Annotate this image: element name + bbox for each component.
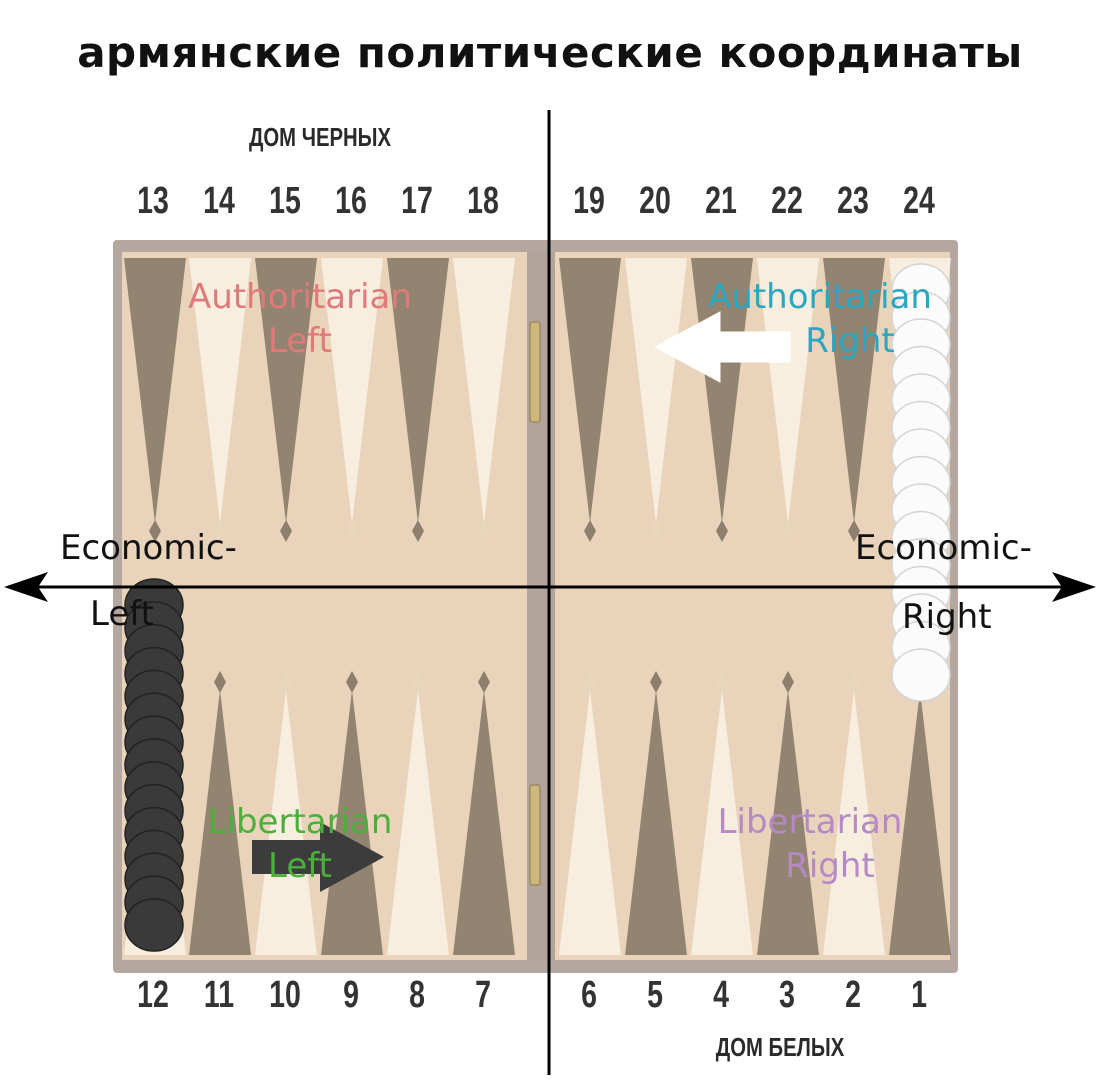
board-point bbox=[124, 258, 186, 523]
point-number: 3 bbox=[779, 974, 795, 1016]
board-point bbox=[387, 690, 449, 955]
quadrant-label-line: Right bbox=[785, 846, 875, 886]
board-point bbox=[691, 690, 753, 955]
black-checker bbox=[124, 898, 184, 952]
point-diamond bbox=[280, 520, 292, 542]
point-diamond bbox=[848, 671, 860, 693]
axis-arrow-right-icon bbox=[1052, 572, 1096, 602]
board-point bbox=[889, 690, 951, 955]
quadrant-label-line: Libertarian bbox=[717, 802, 903, 842]
quadrant-label-line: Authoritarian bbox=[708, 277, 932, 317]
hinge bbox=[529, 784, 541, 886]
quadrant-authoritarian-right: Authoritarian Right bbox=[660, 275, 980, 363]
point-number: 11 bbox=[203, 974, 235, 1016]
point-number: 18 bbox=[467, 180, 499, 222]
point-number: 8 bbox=[409, 974, 425, 1016]
house-black-label: ДОМ ЧЕРНЫХ bbox=[248, 122, 392, 152]
point-number: 14 bbox=[203, 180, 235, 222]
board-point bbox=[559, 690, 621, 955]
point-diamond bbox=[149, 520, 161, 542]
point-diamond bbox=[412, 671, 424, 693]
arrow-left-icon bbox=[653, 311, 791, 383]
hinge bbox=[529, 321, 541, 423]
point-number: 17 bbox=[401, 180, 433, 222]
quadrant-label-line: Libertarian bbox=[207, 802, 393, 842]
axis-label-right: Right bbox=[902, 597, 992, 637]
point-diamond bbox=[214, 520, 226, 542]
board-point bbox=[189, 690, 251, 955]
board-point bbox=[625, 690, 687, 955]
quadrant-label-line: Left bbox=[268, 846, 332, 886]
page-title: армянские политические координаты bbox=[77, 28, 1023, 77]
point-number: 1 bbox=[911, 974, 927, 1016]
point-number: 16 bbox=[335, 180, 367, 222]
checkers bbox=[124, 263, 951, 952]
arrow-right-icon bbox=[252, 822, 384, 892]
quadrant-libertarian-left: Libertarian Left bbox=[140, 800, 460, 888]
white-checker bbox=[891, 648, 951, 702]
board-point bbox=[189, 258, 251, 523]
point-number: 24 bbox=[903, 180, 935, 222]
board-point bbox=[823, 258, 885, 523]
point-diamond bbox=[346, 520, 358, 542]
point-diamond bbox=[478, 671, 490, 693]
point-number: 7 bbox=[475, 974, 491, 1016]
quadrant-authoritarian-left: Authoritarian Left bbox=[140, 275, 460, 363]
axis-label-economic-right: Economic- bbox=[855, 528, 1032, 568]
board-point bbox=[255, 690, 317, 955]
axis-label-left: Left bbox=[90, 594, 154, 634]
point-number: 19 bbox=[573, 180, 605, 222]
axis-label-economic-left: Economic- bbox=[60, 528, 237, 568]
quadrant-label-line: Authoritarian bbox=[188, 277, 412, 317]
quadrant-label-line: Right bbox=[805, 321, 895, 361]
board-right-half bbox=[555, 252, 950, 960]
point-number: 13 bbox=[137, 180, 169, 222]
point-diamond bbox=[716, 520, 728, 542]
point-number: 9 bbox=[343, 974, 359, 1016]
point-diamond bbox=[412, 520, 424, 542]
point-number: 12 bbox=[137, 974, 169, 1016]
point-diamond bbox=[584, 520, 596, 542]
point-number: 10 bbox=[269, 974, 301, 1016]
board-point bbox=[453, 690, 515, 955]
point-diamond bbox=[584, 671, 596, 693]
point-number: 21 bbox=[705, 180, 737, 222]
board-point bbox=[255, 258, 317, 523]
point-diamond bbox=[782, 671, 794, 693]
axis-arrow-left-icon bbox=[4, 572, 48, 602]
point-diamond bbox=[650, 671, 662, 693]
point-number: 20 bbox=[639, 180, 671, 222]
point-number: 15 bbox=[269, 180, 301, 222]
point-number: 2 bbox=[845, 974, 861, 1016]
point-number: 5 bbox=[647, 974, 663, 1016]
point-number: 22 bbox=[771, 180, 803, 222]
point-diamond bbox=[478, 520, 490, 542]
board-point bbox=[823, 690, 885, 955]
board-point bbox=[321, 258, 383, 523]
point-number: 4 bbox=[713, 974, 729, 1016]
quadrant-label-line: Left bbox=[268, 321, 332, 361]
board-point bbox=[453, 258, 515, 523]
point-diamond bbox=[214, 671, 226, 693]
quadrant-libertarian-right: Libertarian Right bbox=[650, 800, 970, 888]
point-diamond bbox=[782, 520, 794, 542]
board-point bbox=[625, 258, 687, 523]
point-diamond bbox=[280, 671, 292, 693]
point-diamond bbox=[346, 671, 358, 693]
board-point bbox=[321, 690, 383, 955]
point-diamond bbox=[848, 520, 860, 542]
board-point bbox=[559, 258, 621, 523]
board-point bbox=[387, 258, 449, 523]
point-diamond bbox=[716, 671, 728, 693]
board-points bbox=[124, 258, 951, 955]
point-number: 6 bbox=[581, 974, 597, 1016]
house-white-label: ДОМ БЕЛЫХ bbox=[715, 1032, 845, 1062]
board-point bbox=[757, 690, 819, 955]
board-point bbox=[757, 258, 819, 523]
point-diamond bbox=[650, 520, 662, 542]
point-number: 23 bbox=[837, 180, 869, 222]
